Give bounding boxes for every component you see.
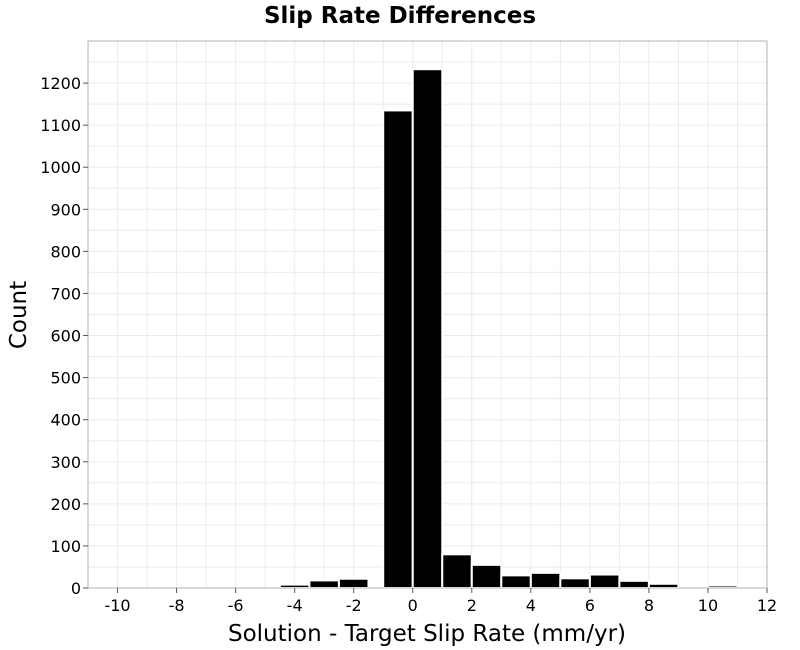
histogram-bar xyxy=(441,553,473,589)
histogram-bar xyxy=(470,563,503,589)
y-tick-label: 500 xyxy=(50,369,81,388)
y-tick-label: 300 xyxy=(50,453,81,472)
bars xyxy=(278,68,739,590)
histogram-bar xyxy=(411,68,444,590)
y-tick-label: 800 xyxy=(50,242,81,261)
histogram-bar xyxy=(559,577,591,590)
histogram-bar xyxy=(647,582,680,589)
histogram-bar xyxy=(308,579,340,589)
histogram-bar xyxy=(337,577,370,590)
histogram-bar xyxy=(588,573,621,590)
histogram-bar xyxy=(382,109,414,590)
histogram-bar xyxy=(529,571,562,589)
x-tick-label: 8 xyxy=(644,596,654,615)
y-axis-label: Count xyxy=(6,281,32,349)
x-tick-label: 12 xyxy=(757,596,777,615)
x-tick-label: 0 xyxy=(408,596,418,615)
y-tick-labels: 0 100 200 300 400 500 600 700 800 900 1000 1100 1200 xyxy=(40,74,81,598)
x-axis-label: Solution - Target Slip Rate (mm/yr) xyxy=(228,621,626,647)
y-tick-label: 900 xyxy=(50,200,81,219)
y-tick-label: 1000 xyxy=(40,158,81,177)
x-tick-label: -8 xyxy=(169,596,185,615)
y-tick-label: 100 xyxy=(50,537,81,556)
y-tick-label: 700 xyxy=(50,284,81,303)
y-tick-label: 1100 xyxy=(40,116,81,135)
plot-frame xyxy=(87,40,768,589)
x-tick-label: -6 xyxy=(228,596,244,615)
x-tick-label: 6 xyxy=(585,596,595,615)
y-tick-label: 600 xyxy=(50,327,81,346)
x-tick-label: 4 xyxy=(526,596,536,615)
histogram-bar xyxy=(278,583,311,590)
y-tick-label: 1200 xyxy=(40,74,81,93)
x-tick-label: -2 xyxy=(346,596,362,615)
x-tick-label: -4 xyxy=(287,596,303,615)
y-tick-label: 400 xyxy=(50,411,81,430)
chart-title: Slip Rate Differences xyxy=(264,3,536,29)
x-tick-labels: -10 -8 -6 -4 -2 0 2 4 6 8 10 12 xyxy=(104,596,777,615)
histogram-bar xyxy=(618,579,650,590)
x-tick-label: 2 xyxy=(467,596,477,615)
y-tick-label: 200 xyxy=(50,495,81,514)
x-tick-label: -10 xyxy=(104,596,130,615)
x-tick-label: 10 xyxy=(698,596,718,615)
axis-ticks xyxy=(83,82,768,593)
histogram-bar xyxy=(500,574,532,590)
y-tick-label: 0 xyxy=(71,579,81,598)
